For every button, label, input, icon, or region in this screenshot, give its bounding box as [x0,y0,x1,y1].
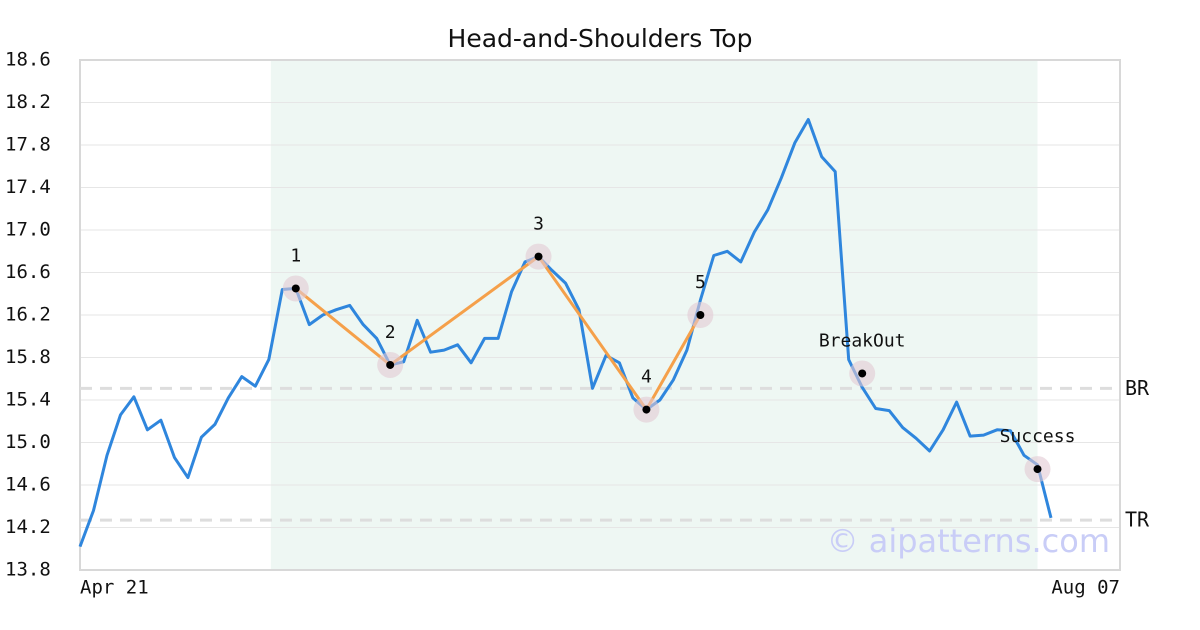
y-tick-label: 17.4 [5,176,51,198]
x-tick-label: Apr 21 [80,577,149,599]
y-tick-label: 18.2 [5,91,51,113]
plot-frame [79,59,1121,571]
y-tick-label: 17.8 [5,134,51,156]
pattern-point [386,360,395,369]
point-label: 3 [533,214,544,235]
y-tick-label: 13.8 [5,559,51,581]
y-tick-label: 14.2 [5,516,51,538]
pattern-point [1033,465,1042,474]
point-label: Success [1000,426,1076,447]
pattern-point [858,369,867,378]
point-label: 4 [641,367,652,388]
point-label: 2 [385,322,396,343]
point-label: 1 [290,245,301,266]
pattern-point [642,405,651,414]
x-tick-label: Aug 07 [1051,577,1120,599]
reference-label: BR [1125,376,1150,400]
pattern-segment [537,255,648,411]
watermark: © aipatterns.com [827,522,1110,560]
pattern-segment [294,287,392,367]
y-tick-label: 15.0 [5,431,51,453]
y-tick-label: 18.6 [5,49,51,71]
plot-underlay [80,59,1120,571]
y-tick-label: 16.2 [5,304,51,326]
pattern-point [291,284,300,293]
chart-title: Head-and-Shoulders Top [448,24,753,53]
y-tick-label: 15.8 [5,346,51,368]
pattern-point [696,311,705,319]
point-label: 5 [695,272,706,293]
pattern-segment [389,255,540,367]
y-tick-label: 15.4 [5,389,51,411]
point-label: BreakOut [819,330,906,351]
pattern-point [534,252,543,261]
y-tick-label: 14.6 [5,474,51,496]
reference-label: TR [1125,508,1150,532]
y-tick-label: 16.6 [5,261,51,283]
y-tick-label: 17.0 [5,219,51,241]
pattern-segment [645,314,702,411]
price-line [78,118,1053,548]
